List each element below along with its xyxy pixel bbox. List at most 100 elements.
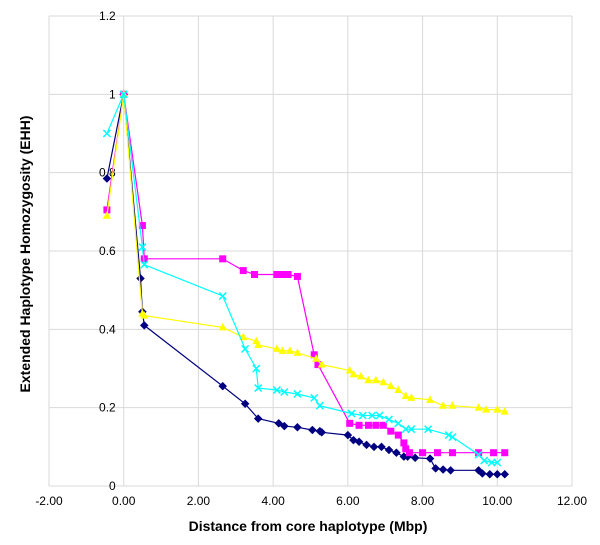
- data-point-x: [140, 260, 149, 269]
- data-point-x: [218, 292, 227, 301]
- data-point-triangle: [349, 369, 358, 378]
- data-point-triangle: [102, 211, 111, 219]
- data-point-square: [219, 255, 227, 263]
- y-tick-label: 1.2: [99, 9, 116, 23]
- data-point-x: [375, 411, 384, 420]
- data-point-x: [493, 458, 502, 467]
- data-point-x: [138, 243, 147, 252]
- data-point-x: [448, 433, 457, 442]
- data-point-diamond: [136, 274, 145, 283]
- data-point-x: [407, 425, 416, 434]
- data-point-x: [358, 411, 367, 420]
- data-point-triangle: [272, 344, 281, 352]
- data-point-square: [293, 272, 301, 280]
- data-point-x: [119, 90, 128, 99]
- data-point-square: [490, 449, 498, 457]
- data-point-diamond: [492, 469, 502, 479]
- data-point-square: [475, 449, 483, 457]
- data-point-square: [310, 351, 318, 359]
- data-point-x: [347, 409, 356, 418]
- series-diamond: [102, 89, 510, 479]
- y-tick-label: 0: [109, 479, 116, 493]
- x-axis-title: Distance from core haplotype (Mbp): [189, 518, 428, 534]
- data-point-triangle: [482, 405, 491, 413]
- data-point-diamond: [410, 453, 420, 463]
- data-point-square: [372, 421, 380, 429]
- data-point-x: [272, 386, 281, 395]
- data-point-square: [394, 431, 402, 439]
- data-point-diamond: [384, 445, 394, 455]
- data-point-triangle: [254, 340, 263, 348]
- data-point-square: [379, 421, 387, 429]
- data-point-x: [293, 389, 302, 398]
- data-point-x: [315, 401, 324, 410]
- data-point-square: [400, 439, 408, 447]
- data-point-square: [501, 449, 509, 457]
- y-tick-label: 0.4: [99, 322, 116, 336]
- data-point-triangle: [312, 354, 321, 362]
- data-point-diamond: [102, 174, 112, 183]
- data-point-diamond: [500, 469, 510, 479]
- data-point-diamond: [279, 421, 289, 431]
- data-point-triangle: [439, 401, 448, 409]
- data-point-triangle: [493, 405, 502, 413]
- data-point-x: [424, 425, 433, 434]
- x-tick-label: 2.00: [187, 494, 211, 508]
- data-point-diamond: [362, 440, 371, 450]
- data-point-square: [419, 449, 427, 457]
- data-point-triangle: [218, 322, 227, 331]
- data-point-square: [278, 271, 286, 278]
- data-point-diamond: [477, 469, 487, 478]
- data-point-diamond: [369, 442, 379, 452]
- data-point-triangle: [285, 346, 294, 354]
- data-point-diamond: [431, 464, 440, 473]
- data-point-triangle: [448, 401, 457, 409]
- data-point-diamond: [317, 427, 327, 437]
- data-point-square: [355, 421, 363, 429]
- data-point-x: [254, 384, 263, 393]
- data-point-square: [239, 267, 247, 275]
- data-point-diamond: [392, 448, 401, 458]
- data-point-square: [346, 419, 354, 427]
- data-point-x: [280, 387, 289, 397]
- data-point-diamond: [438, 465, 448, 474]
- data-point-triangle: [407, 393, 416, 401]
- data-point-triangle: [140, 311, 149, 319]
- data-point-diamond: [425, 454, 435, 463]
- y-tick-label: 1: [109, 87, 116, 101]
- data-point-x: [310, 393, 319, 402]
- data-point-square: [103, 206, 111, 214]
- data-point-square: [387, 427, 395, 435]
- series-square: [103, 90, 509, 457]
- x-tick-label: 6.00: [336, 494, 360, 508]
- data-point-diamond: [240, 399, 250, 409]
- data-point-triangle: [371, 375, 380, 384]
- data-point-square: [138, 222, 146, 230]
- data-point-x: [394, 419, 403, 428]
- data-point-square: [273, 271, 281, 278]
- data-point-x: [241, 344, 250, 353]
- data-point-square: [314, 361, 322, 369]
- data-point-diamond: [343, 430, 353, 440]
- data-point-x: [102, 129, 111, 138]
- x-tick-label: 12.00: [557, 494, 587, 508]
- data-point-diamond: [354, 437, 364, 447]
- data-point-triangle: [317, 360, 326, 368]
- data-point-triangle: [345, 365, 354, 374]
- x-tick-label: 8.00: [411, 494, 435, 508]
- data-point-triangle: [364, 375, 373, 384]
- x-tick-label: -2.00: [35, 494, 63, 508]
- data-point-square: [434, 449, 442, 457]
- data-series: [102, 89, 510, 479]
- data-point-square: [448, 449, 456, 457]
- data-point-square: [402, 445, 410, 453]
- y-tick-label: 0.6: [99, 244, 116, 258]
- data-point-triangle: [401, 391, 410, 399]
- data-point-triangle: [356, 371, 365, 380]
- data-point-diamond: [253, 414, 263, 423]
- data-point-triangle: [394, 385, 403, 394]
- data-point-square: [284, 271, 292, 278]
- y-axis-title: Extended Haplotype Homozygosity (EHH): [17, 116, 33, 393]
